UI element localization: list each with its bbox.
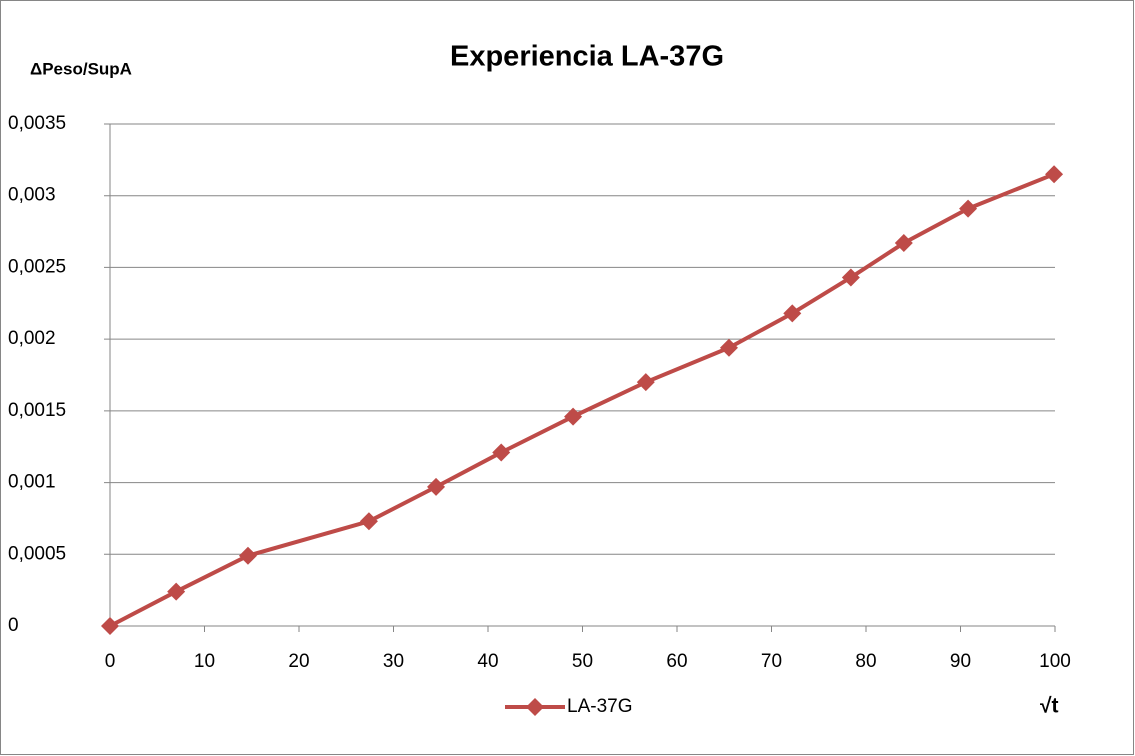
y-tick-label: 0 — [8, 615, 19, 636]
y-tick-label: 0,003 — [8, 185, 56, 206]
x-tick-label: 100 — [1039, 651, 1071, 672]
data-point — [359, 512, 378, 531]
data-point — [719, 338, 738, 357]
data-point — [167, 582, 186, 601]
y-axis-title: ΔPeso/SupA — [30, 59, 132, 78]
y-tick-label: 0,0025 — [8, 256, 66, 277]
data-point — [427, 477, 446, 496]
chart-title: Experiencia LA-37G — [450, 41, 724, 73]
x-tick-label: 90 — [950, 651, 971, 672]
data-point — [492, 443, 511, 462]
x-tick-label: 80 — [855, 651, 876, 672]
data-point — [894, 234, 913, 253]
y-tick-label: 0,001 — [8, 472, 56, 493]
data-point — [636, 373, 655, 392]
y-tick-label: 0,002 — [8, 328, 56, 349]
legend-marker — [526, 698, 544, 716]
x-tick-label: 60 — [666, 651, 687, 672]
x-axis-title: √t — [1040, 695, 1059, 718]
y-tick-label: 0,0035 — [8, 113, 66, 134]
x-tick-label: 50 — [572, 651, 593, 672]
data-point — [1045, 165, 1064, 184]
x-tick-label: 30 — [383, 651, 404, 672]
data-point — [238, 546, 257, 565]
legend-label: LA-37G — [567, 696, 632, 717]
x-tick-label: 10 — [194, 651, 215, 672]
data-point — [841, 268, 860, 287]
data-point — [783, 304, 802, 323]
data-point — [959, 199, 978, 218]
data-point — [564, 407, 583, 426]
y-tick-label: 0,0005 — [8, 543, 66, 564]
y-tick-label: 0,0015 — [8, 400, 66, 421]
x-tick-label: 70 — [761, 651, 782, 672]
x-tick-label: 20 — [288, 651, 309, 672]
series-line — [109, 172, 1055, 628]
data-point — [101, 617, 119, 635]
x-tick-label: 0 — [105, 651, 116, 672]
x-tick-label: 40 — [477, 651, 498, 672]
